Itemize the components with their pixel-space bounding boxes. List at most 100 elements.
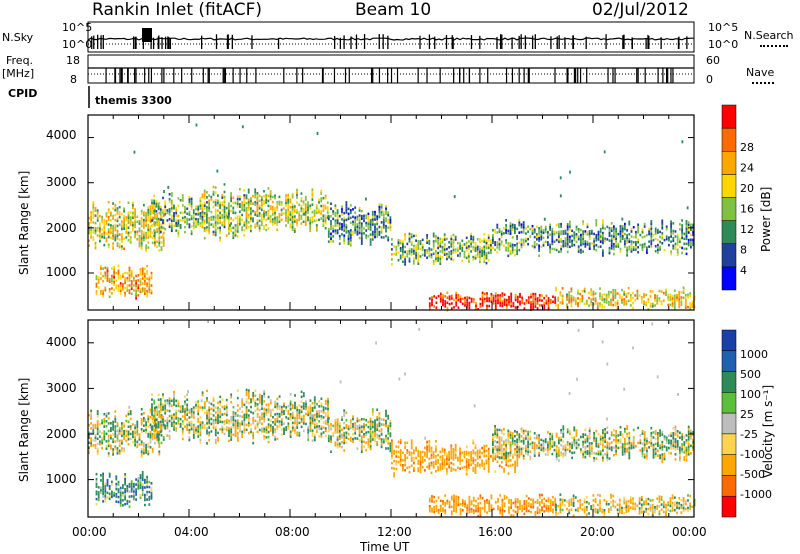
velocity-cell	[141, 478, 144, 481]
velocity-cell	[243, 403, 246, 407]
power-outlier	[453, 195, 456, 199]
velocity-cell	[334, 426, 337, 429]
velocity-cell	[296, 416, 299, 419]
velocity-cell	[309, 416, 312, 420]
power-cell	[656, 302, 659, 305]
xtick-08: 08:00	[275, 525, 310, 539]
power-cell	[232, 196, 235, 200]
power-cell	[397, 251, 400, 254]
power-cell	[330, 207, 332, 210]
power-cell	[164, 208, 167, 211]
power-cell	[476, 238, 479, 241]
power-cell	[143, 226, 145, 229]
power-cell	[228, 214, 230, 218]
power-cell	[452, 241, 455, 244]
velocity-cell	[188, 408, 191, 412]
power-cell	[393, 245, 395, 248]
velocity-cell	[465, 445, 468, 449]
power-cell	[113, 271, 115, 274]
power-outlier	[167, 185, 170, 189]
velocity-cell	[385, 424, 387, 428]
velocity-cell	[234, 414, 237, 418]
power-cell	[293, 210, 296, 213]
power-cell	[129, 236, 132, 239]
power-cell	[195, 225, 197, 228]
velocity-cell	[415, 446, 417, 450]
velocity-cell	[115, 485, 118, 488]
power-cell	[516, 245, 518, 248]
power-cell	[454, 235, 457, 239]
power-cell	[223, 205, 226, 209]
velocity-cell	[97, 498, 100, 502]
velocity-cell	[439, 465, 442, 469]
power-cell	[428, 297, 431, 300]
velocity-cell	[435, 440, 437, 443]
velocity-cell	[108, 485, 111, 488]
power-cell	[678, 293, 681, 296]
power-cell	[332, 240, 335, 243]
power-cell	[534, 292, 537, 296]
power-cell	[461, 249, 464, 252]
velocity-cell	[162, 408, 164, 411]
velocity-cell	[258, 393, 261, 397]
velocity-cell	[151, 425, 153, 429]
power-cell	[260, 196, 263, 199]
power-cell	[177, 214, 180, 218]
velocity-cell	[426, 453, 428, 456]
velocity-cell	[318, 412, 321, 416]
power-cell	[90, 236, 92, 239]
power-cell	[621, 225, 624, 228]
power-cell	[408, 257, 411, 261]
velocity-cell	[371, 430, 374, 434]
power-cell	[419, 240, 422, 243]
power-cell	[690, 246, 692, 249]
power-cell	[614, 289, 617, 292]
power-cell	[219, 239, 221, 242]
power-cell	[360, 214, 363, 218]
velocity-cell	[463, 465, 466, 469]
power-cell	[252, 217, 254, 220]
velocity-cell	[408, 453, 411, 456]
power-cell	[90, 228, 92, 232]
velocity-cell	[154, 411, 156, 415]
velocity-cell	[483, 450, 486, 453]
velocity-cell	[371, 410, 374, 414]
power-cell	[432, 232, 435, 235]
freq-tick-high: 18	[66, 54, 80, 67]
velocity-cell	[234, 427, 237, 430]
freq-unit-label: [MHz]	[2, 67, 35, 80]
power-cell	[450, 294, 453, 298]
power-cell	[590, 293, 593, 296]
power-cell	[431, 296, 433, 299]
velocity-cell	[208, 433, 211, 437]
power-cell	[525, 239, 527, 243]
velocity-cell	[280, 413, 283, 416]
velocity-cell	[140, 450, 143, 453]
power-cell	[510, 295, 513, 298]
power-cell	[404, 260, 406, 264]
power-cell	[330, 235, 332, 238]
power-cell	[650, 232, 653, 236]
power-cell	[685, 247, 688, 251]
velocity-cell	[121, 447, 123, 450]
power-cell	[689, 302, 692, 305]
velocity-cell	[206, 412, 208, 415]
velocity-cell	[457, 456, 459, 460]
power-cell	[531, 224, 534, 228]
velocity-cell	[267, 410, 270, 414]
velocity-cell	[410, 444, 413, 447]
power-cell	[132, 206, 134, 210]
power-cell	[520, 238, 523, 241]
power-cell	[203, 204, 206, 207]
power-cell	[114, 236, 117, 239]
velocity-cell	[307, 411, 310, 414]
power-cell	[188, 195, 191, 199]
velocity-cell	[177, 404, 180, 408]
power-cell	[289, 213, 292, 216]
velocity-cell	[289, 403, 292, 406]
power-cell	[530, 300, 532, 304]
power-cell	[374, 223, 376, 226]
velocity-cell	[144, 496, 146, 499]
power-cell	[128, 279, 131, 282]
power-cell	[113, 276, 115, 279]
